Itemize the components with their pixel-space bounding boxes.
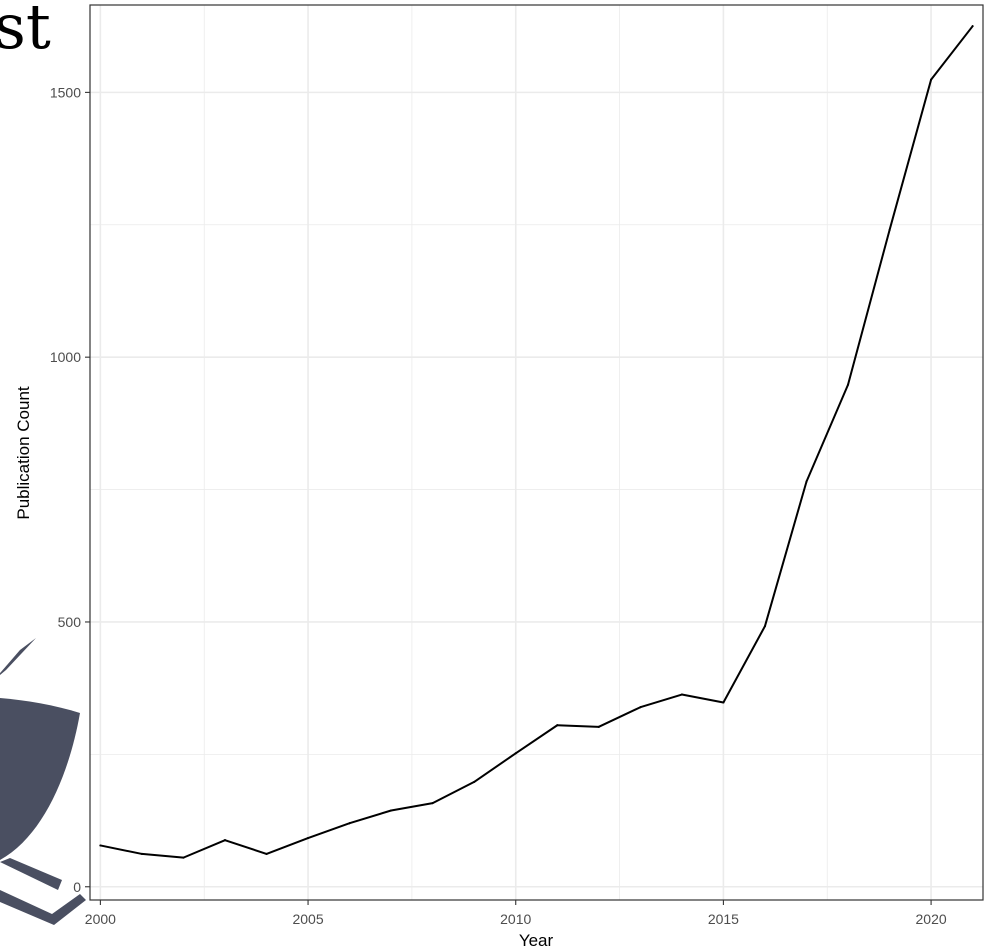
logo-graphic	[0, 638, 86, 925]
x-tick-label: 2005	[292, 911, 323, 927]
data-point	[971, 25, 974, 28]
data-point	[930, 78, 933, 81]
y-tick-label: 500	[58, 614, 82, 630]
data-point	[556, 724, 559, 727]
x-tick-label: 2020	[916, 911, 947, 927]
line-segment	[639, 693, 683, 709]
plot-panel-border	[89, 4, 984, 901]
line-segment	[597, 706, 642, 728]
logo-corner-stroke	[0, 890, 86, 925]
line-segment	[888, 78, 933, 232]
data-point	[805, 480, 808, 483]
data-point	[847, 383, 850, 386]
line-segment	[930, 25, 974, 81]
data-point	[99, 844, 102, 847]
line-segment	[99, 844, 143, 855]
title-fragment: st	[0, 0, 51, 63]
data-point	[348, 822, 351, 825]
line-segment	[473, 752, 517, 783]
logo-diagonal-stroke	[0, 638, 36, 675]
y-tick-label: 1500	[50, 84, 81, 100]
line-segment	[556, 724, 600, 728]
line-segment	[680, 693, 725, 704]
line-segment	[348, 809, 393, 825]
line-segment	[847, 229, 891, 386]
line-segment	[431, 780, 476, 805]
data-point	[722, 701, 725, 704]
line-segment	[722, 625, 766, 704]
data-point	[223, 839, 226, 842]
data-point	[680, 693, 683, 696]
logo-lower-stroke	[0, 858, 62, 890]
line-segment	[140, 852, 185, 859]
data-point	[514, 752, 517, 755]
line-segment	[223, 839, 268, 855]
y-axis: 0 500 1000 1500	[50, 84, 90, 895]
line-segment	[763, 480, 808, 628]
data-point	[763, 625, 766, 628]
x-tick-label: 2000	[85, 911, 116, 927]
major-gridlines	[90, 5, 983, 900]
y-axis-title: Publication Count	[14, 386, 33, 520]
line-segment	[182, 839, 226, 859]
line-series	[99, 25, 974, 859]
x-tick-label: 2015	[708, 911, 739, 927]
data-point	[431, 802, 434, 805]
line-segment	[805, 383, 850, 483]
x-tick-label: 2010	[500, 911, 531, 927]
data-point	[888, 229, 891, 232]
line-segment	[265, 837, 310, 855]
x-axis: 2000 2005 2010 2015 2020	[85, 900, 947, 927]
data-point	[265, 852, 268, 855]
data-point	[597, 725, 600, 728]
data-point	[390, 809, 393, 812]
minor-gridlines	[90, 5, 983, 900]
line-segment	[390, 802, 434, 812]
data-point	[140, 852, 143, 855]
data-point	[307, 837, 310, 840]
data-point	[182, 856, 185, 859]
y-tick-label: 1000	[50, 349, 81, 365]
data-point	[639, 706, 642, 709]
logo-shield-shape	[0, 698, 80, 860]
line-segment	[514, 724, 559, 755]
y-tick-label: 0	[73, 879, 81, 895]
x-axis-title: Year	[519, 931, 554, 950]
data-point	[473, 780, 476, 783]
line-segment	[307, 822, 351, 840]
